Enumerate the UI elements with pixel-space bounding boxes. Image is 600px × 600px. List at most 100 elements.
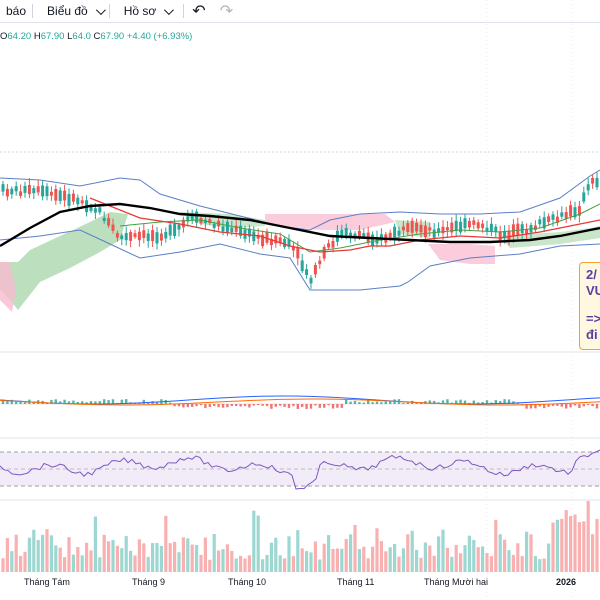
cloud-segment <box>428 244 495 264</box>
volume-bar <box>591 534 595 572</box>
candle-body <box>155 232 159 244</box>
candle-body <box>234 225 238 232</box>
volume-bar <box>340 548 344 572</box>
candle-body <box>115 233 119 238</box>
candle-body <box>445 227 449 231</box>
volume-bar <box>520 556 524 572</box>
volume-bar <box>481 546 485 572</box>
macd-histogram-bar <box>235 404 238 406</box>
volume-bar <box>243 558 247 572</box>
candle-body <box>19 191 23 196</box>
candle-body <box>577 206 581 216</box>
candle-body <box>371 234 375 247</box>
candle-body <box>494 226 498 232</box>
candle-body <box>265 231 269 243</box>
volume-bar <box>450 556 454 572</box>
macd-histogram-bar <box>538 404 541 407</box>
volume-bar <box>511 554 515 572</box>
candle-body <box>410 220 414 233</box>
candle-body <box>278 237 282 244</box>
candle-body <box>432 229 436 238</box>
candle-body <box>406 223 410 232</box>
macd-histogram-bar <box>226 404 229 408</box>
volume-bar <box>432 555 436 572</box>
candle-body <box>397 230 401 236</box>
volume-bar <box>472 539 476 572</box>
volume-bar <box>256 515 260 572</box>
macd-histogram-bar <box>107 400 110 404</box>
macd-histogram-bar <box>94 401 97 404</box>
volume-bar <box>525 531 529 572</box>
macd-histogram-bar <box>10 399 13 404</box>
candle-body <box>318 260 322 265</box>
macd-histogram-bar <box>257 404 260 406</box>
alerts-menu[interactable]: báo <box>0 0 32 22</box>
redo-icon[interactable]: ↷ <box>219 3 234 20</box>
macd-pane <box>0 395 600 409</box>
annotation-line: => <box>586 311 600 326</box>
cloud-segment <box>265 214 395 230</box>
candle-body <box>89 206 93 212</box>
volume-bar <box>80 555 84 572</box>
volume-pane <box>1 501 599 572</box>
profile-menu[interactable]: Hồ sơ <box>110 0 178 22</box>
ohlc-legend: O64.20 H67.90 L64.0 C67.90 +4.40 (+6.93%… <box>0 31 192 42</box>
chart-menu[interactable]: Biểu đồ <box>33 0 109 22</box>
candle-body <box>296 247 300 259</box>
volume-bar <box>476 547 480 572</box>
moving-averages <box>0 197 600 253</box>
volume-bar <box>5 538 9 572</box>
macd-histogram-bar <box>59 401 62 404</box>
candle-body <box>300 260 304 272</box>
candle-body <box>27 184 31 195</box>
volume-bar <box>45 529 49 572</box>
macd-histogram-bar <box>516 402 519 404</box>
volume-bar <box>569 516 573 572</box>
volume-bar <box>406 534 410 572</box>
candle-body <box>107 218 111 226</box>
macd-histogram-bar <box>1 399 5 404</box>
macd-histogram-bar <box>279 404 282 406</box>
macd-histogram-bar <box>186 404 189 408</box>
volume-bar <box>23 551 27 572</box>
candle-body <box>98 207 102 213</box>
high-value: 67.90 <box>40 31 65 42</box>
volume-bar <box>168 543 172 572</box>
candle-body <box>230 227 234 233</box>
candle-body <box>239 225 243 236</box>
volume-bar <box>371 546 375 572</box>
candle-body <box>362 233 366 237</box>
volume-bar <box>327 535 331 572</box>
macd-histogram-bar <box>455 400 458 404</box>
candle-body <box>573 207 577 218</box>
candle-body <box>168 224 172 236</box>
macd-histogram-bar <box>477 402 480 404</box>
volume-bar <box>463 545 467 572</box>
annotation-line: VU <box>586 283 600 298</box>
macd-histogram-bar <box>340 404 343 408</box>
volume-bar <box>190 544 194 572</box>
macd-histogram-bar <box>98 401 101 404</box>
macd-histogram-bar <box>252 404 255 406</box>
annotation-note[interactable]: 2/ VU => đi <box>579 262 600 350</box>
volume-bar <box>516 543 520 572</box>
macd-histogram-bar <box>147 402 150 404</box>
ichimoku-cloud <box>0 212 600 312</box>
candle-body <box>582 192 586 202</box>
volume-bar <box>318 559 322 572</box>
undo-icon[interactable]: ↶ <box>192 3 206 20</box>
macd-histogram-bar <box>248 404 251 408</box>
candle-body <box>489 223 493 232</box>
macd-histogram-bar <box>336 404 339 408</box>
candle-body <box>10 188 14 195</box>
bollinger-bands <box>0 169 600 291</box>
candle-body <box>476 222 480 229</box>
candle-body <box>274 235 278 244</box>
ma-red-line <box>89 197 600 253</box>
macd-histogram-bar <box>270 404 273 409</box>
candle-body <box>415 222 419 232</box>
volume-bar <box>349 534 353 572</box>
volume-bar <box>362 546 366 572</box>
candle-body <box>349 232 353 238</box>
